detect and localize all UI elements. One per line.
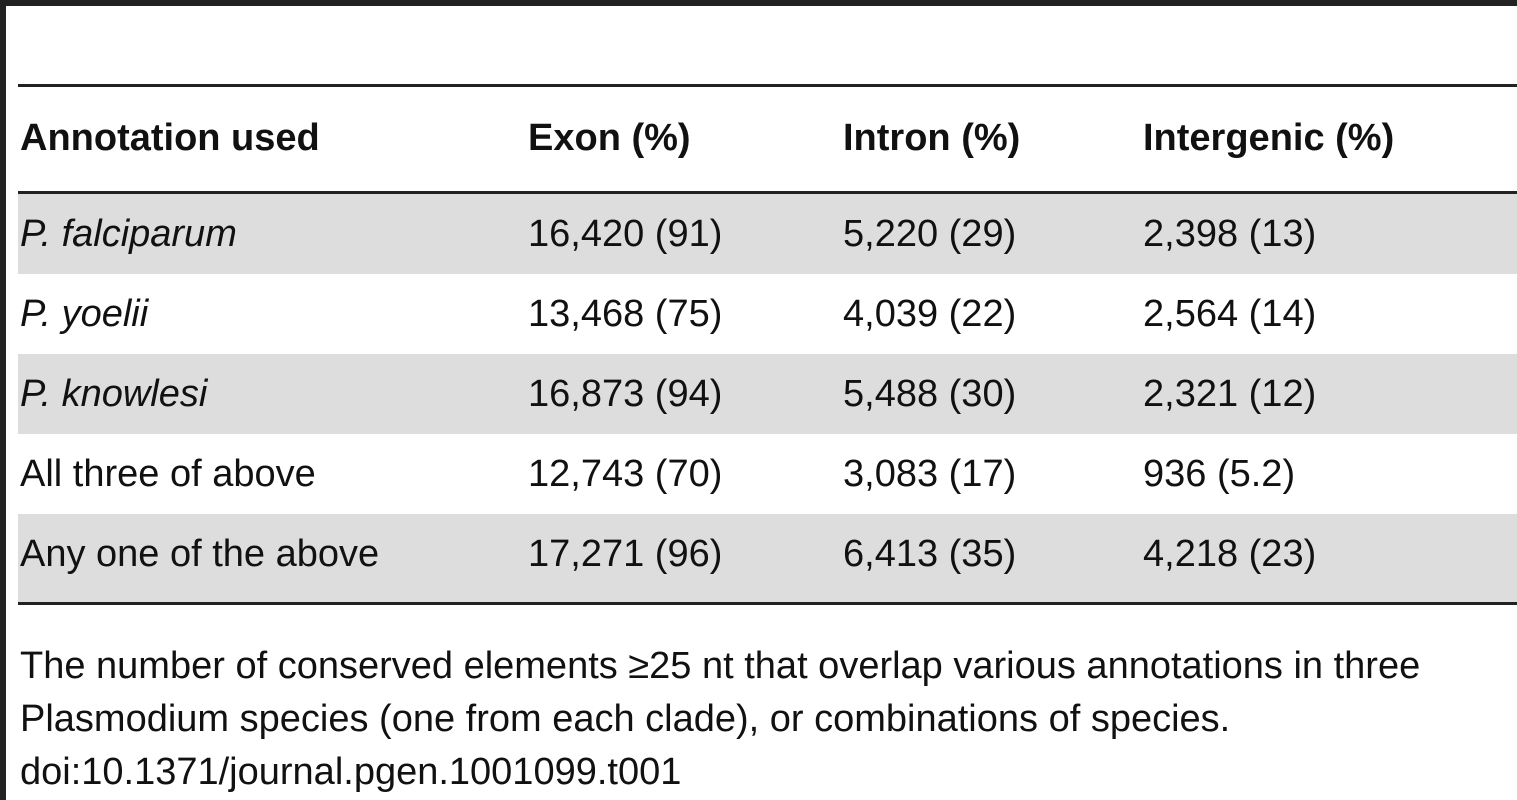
table-cell: 17,271 (96) — [528, 533, 723, 575]
table-cell: 4,218 (23) — [1143, 533, 1317, 575]
footnote: The number of conserved elements ≥25 nt … — [20, 640, 1517, 799]
table-cell: 2,564 (14) — [1143, 293, 1317, 335]
header-cell: Annotation used — [20, 117, 320, 159]
header-bottom-rule — [18, 191, 1517, 194]
left-rule — [0, 0, 6, 800]
header-cell: Intergenic (%) — [1143, 117, 1395, 159]
table-cell: 12,743 (70) — [528, 453, 723, 495]
table-cell: 6,413 (35) — [843, 533, 1017, 575]
doi: doi:10.1371/journal.pgen.1001099.t001 — [20, 751, 682, 793]
header-cell: Exon (%) — [528, 117, 691, 159]
top-rule — [0, 0, 1517, 6]
table-cell: P. falciparum — [20, 213, 237, 255]
table-cell: 5,220 (29) — [843, 213, 1017, 255]
table-cell: P. yoelii — [20, 293, 149, 335]
table-cell: 3,083 (17) — [843, 453, 1017, 495]
header-top-rule — [18, 84, 1517, 87]
table-cell: 13,468 (75) — [528, 293, 723, 335]
table-bottom-rule — [18, 602, 1517, 605]
table-cell: 2,398 (13) — [1143, 213, 1317, 255]
table-cell: 936 (5.2) — [1143, 453, 1296, 495]
table-cell: 16,873 (94) — [528, 373, 723, 415]
header-cell: Intron (%) — [843, 117, 1021, 159]
table-row — [18, 354, 1517, 434]
table-cell: 16,420 (91) — [528, 213, 723, 255]
table-cell: P. knowlesi — [20, 373, 208, 415]
table-cell: 4,039 (22) — [843, 293, 1017, 335]
table: Annotation used Exon (%) Intron (%) Interge… — [18, 117, 1517, 602]
table-row — [18, 194, 1517, 274]
table-row — [18, 514, 1517, 602]
table-cell: All three of above — [20, 453, 316, 495]
table-cell: 2,321 (12) — [1143, 373, 1317, 415]
table-cell: 5,488 (30) — [843, 373, 1017, 415]
caption: The number of conserved elements ≥25 nt … — [20, 645, 1421, 740]
table-cell: Any one of the above — [20, 533, 380, 575]
